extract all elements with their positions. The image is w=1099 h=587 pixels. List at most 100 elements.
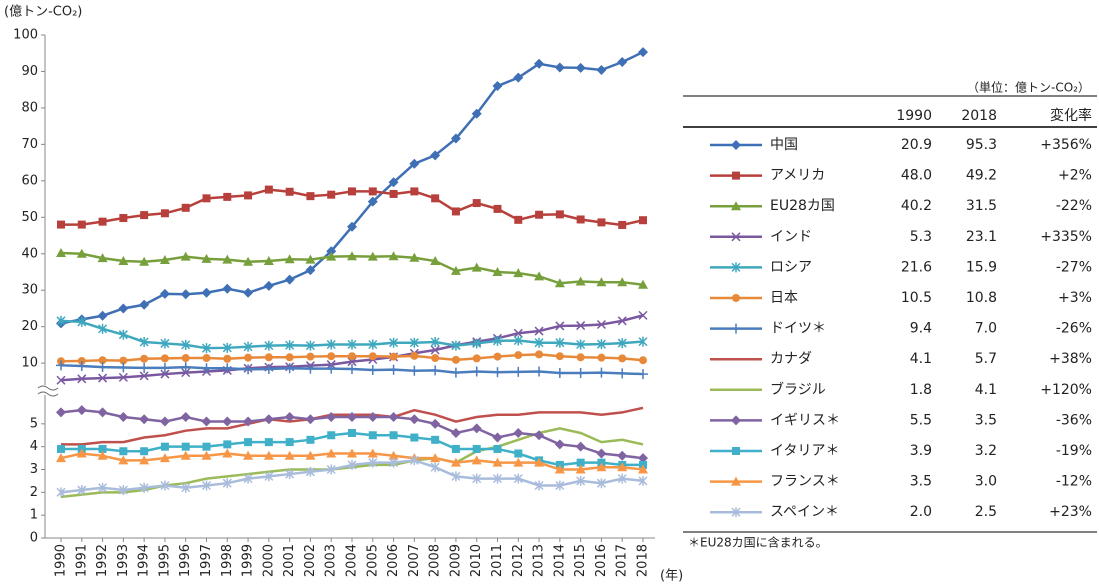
marker <box>348 428 356 437</box>
marker <box>731 415 741 426</box>
marker <box>430 150 441 161</box>
cell: 10.8 <box>966 290 997 306</box>
marker <box>202 354 211 363</box>
marker <box>326 411 337 422</box>
marker <box>617 338 627 349</box>
y-tick-label: 20 <box>21 319 38 334</box>
marker <box>202 442 211 451</box>
marker <box>389 457 399 468</box>
marker <box>326 339 336 350</box>
marker <box>201 343 212 354</box>
marker <box>327 190 336 199</box>
row-name: イギリス＊ <box>770 412 840 428</box>
marker <box>77 220 86 229</box>
marker <box>244 438 253 447</box>
marker <box>638 336 648 347</box>
marker <box>471 423 482 434</box>
table-unit: （単位：億トン-CO₂） <box>967 80 1090 95</box>
marker <box>326 246 337 257</box>
marker <box>513 366 524 377</box>
x-tick-label: 2009 <box>448 544 463 577</box>
marker <box>492 335 503 346</box>
marker <box>514 215 523 224</box>
y-tick-label: 70 <box>21 137 38 152</box>
marker <box>263 280 274 291</box>
cell: +335% <box>1040 229 1092 245</box>
marker <box>56 487 66 498</box>
cell: -12% <box>1056 474 1092 490</box>
marker <box>98 482 108 493</box>
marker <box>430 365 441 376</box>
table-header: 変化率 <box>1050 107 1092 124</box>
marker <box>326 464 336 475</box>
row-name: ドイツ＊ <box>770 321 826 337</box>
marker <box>472 338 482 349</box>
marker <box>367 251 378 261</box>
marker <box>638 475 648 486</box>
marker <box>472 199 481 208</box>
marker <box>732 171 740 180</box>
marker <box>76 361 87 372</box>
marker <box>576 215 585 224</box>
marker <box>596 319 606 330</box>
cell: 3.5 <box>910 474 932 490</box>
marker <box>305 340 315 351</box>
marker <box>596 339 606 350</box>
y-tick-label: 90 <box>21 64 38 79</box>
row-name: EU28カ国 <box>770 198 835 214</box>
marker <box>77 374 87 384</box>
marker <box>305 363 316 374</box>
marker <box>181 482 191 493</box>
marker <box>347 411 357 422</box>
marker <box>618 354 627 363</box>
marker <box>575 441 586 452</box>
marker <box>347 459 357 470</box>
marker <box>160 480 170 491</box>
marker <box>576 475 586 486</box>
marker <box>284 363 295 374</box>
marker <box>534 326 544 336</box>
cell: 20.9 <box>901 137 932 153</box>
marker <box>139 362 150 373</box>
marker <box>471 455 482 465</box>
marker <box>513 457 524 467</box>
marker <box>450 367 461 378</box>
marker <box>77 485 87 496</box>
marker <box>201 480 212 491</box>
marker <box>263 256 274 266</box>
marker <box>160 209 169 218</box>
cell: 3.5 <box>975 412 997 428</box>
marker <box>534 480 544 491</box>
marker <box>306 435 315 444</box>
cell: 5.7 <box>975 351 997 367</box>
y-tick-label: 10 <box>21 356 38 371</box>
x-tick-label: 2018 <box>636 544 651 577</box>
marker <box>264 471 274 482</box>
marker <box>98 323 108 334</box>
cell: 23.1 <box>966 229 997 245</box>
marker <box>160 354 169 363</box>
marker <box>555 337 565 348</box>
x-tick-label: 1995 <box>157 544 172 577</box>
marker <box>98 373 108 383</box>
marker <box>305 254 316 264</box>
marker <box>534 366 545 377</box>
marker <box>576 321 586 331</box>
marker <box>159 288 170 299</box>
marker <box>306 352 315 361</box>
marker <box>535 210 544 219</box>
marker <box>118 303 129 314</box>
marker <box>368 339 378 350</box>
x-tick-label: 1997 <box>199 544 214 577</box>
marker <box>409 455 419 466</box>
marker <box>140 211 149 220</box>
marker <box>492 473 503 484</box>
marker <box>535 350 544 359</box>
marker <box>97 362 108 373</box>
marker <box>77 316 87 327</box>
marker <box>201 253 212 263</box>
marker <box>617 450 628 461</box>
marker <box>222 342 232 353</box>
row-name: 中国 <box>770 137 798 153</box>
marker <box>731 232 741 242</box>
